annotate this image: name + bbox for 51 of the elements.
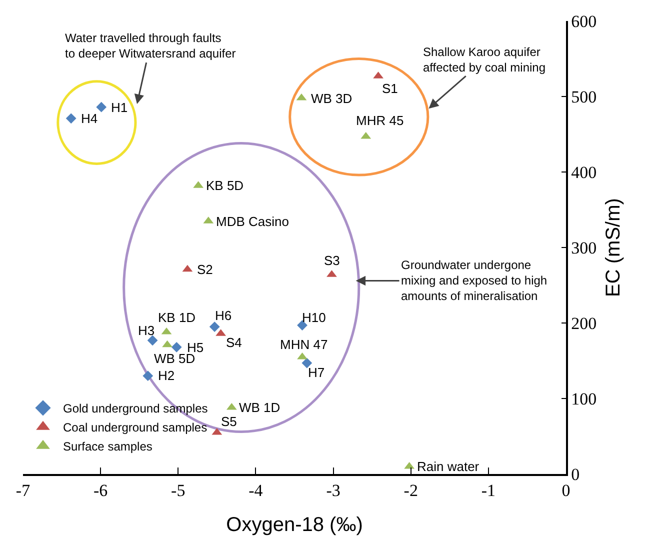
annotation: WB 3D bbox=[311, 91, 352, 106]
annotation: H6 bbox=[215, 308, 232, 323]
annotation: H4 bbox=[81, 111, 98, 126]
y-axis-title: EC (mS/m) bbox=[602, 198, 625, 297]
legend-label: Surface samples bbox=[63, 440, 152, 454]
annotation: H3 bbox=[138, 323, 155, 338]
point bbox=[209, 322, 220, 332]
annotation: Groundwater undergone mixing and exposed to high amounts of mineralisation bbox=[401, 258, 548, 304]
point bbox=[96, 102, 107, 112]
point bbox=[171, 342, 182, 352]
x-tick-label: -7 bbox=[16, 481, 31, 500]
x-tick-label: -2 bbox=[404, 481, 418, 500]
y-tick-label: 600 bbox=[571, 12, 597, 31]
annotation: S3 bbox=[324, 253, 340, 268]
point bbox=[142, 370, 154, 382]
legend-label: Coal underground samples bbox=[63, 420, 208, 435]
point bbox=[162, 340, 172, 348]
legend-label: Gold underground samples bbox=[63, 402, 208, 416]
annotation: Rain water bbox=[417, 459, 480, 474]
y-tick-label: 500 bbox=[571, 87, 597, 106]
annotation: H10 bbox=[302, 310, 326, 325]
x-tick-label: -4 bbox=[248, 481, 264, 500]
annotation: S1 bbox=[382, 81, 398, 96]
annotation: WB 1D bbox=[239, 400, 280, 415]
x-tick-label: -1 bbox=[481, 481, 496, 500]
annotation: S5 bbox=[221, 414, 237, 429]
y-tick-label: 400 bbox=[571, 162, 597, 182]
annotation: Water travelled through faults to deeper Witwatersrand aquifer bbox=[65, 31, 236, 61]
x-tick-label: -6 bbox=[93, 481, 108, 500]
point bbox=[302, 358, 312, 368]
annotation: S2 bbox=[197, 262, 213, 277]
annotation: S4 bbox=[226, 335, 242, 350]
point bbox=[297, 352, 308, 360]
x-tick-label: -5 bbox=[171, 481, 186, 500]
x-tick-label: -3 bbox=[326, 481, 340, 500]
y-tick-label: 300 bbox=[571, 238, 597, 258]
x-axis-title: Oxygen-18 (‰) bbox=[226, 514, 363, 536]
point bbox=[66, 113, 76, 124]
y-tick-label: 200 bbox=[571, 314, 597, 333]
annotation: H1 bbox=[111, 100, 128, 115]
annotation: MHR 45 bbox=[356, 113, 404, 128]
annotation: KB 5D bbox=[206, 178, 244, 193]
y-tick-label: 100 bbox=[571, 389, 597, 408]
annotation: KB 1D bbox=[158, 310, 196, 325]
annotation: Shallow Karoo aquifer affected by coal mining bbox=[423, 45, 546, 75]
annotation: H2 bbox=[158, 368, 175, 383]
point bbox=[147, 335, 158, 346]
annotation: H7 bbox=[308, 365, 325, 380]
y-tick-label: 0 bbox=[571, 464, 580, 484]
annotation: MHN 47 bbox=[280, 337, 328, 352]
annotation: MDB Casino bbox=[216, 214, 289, 229]
